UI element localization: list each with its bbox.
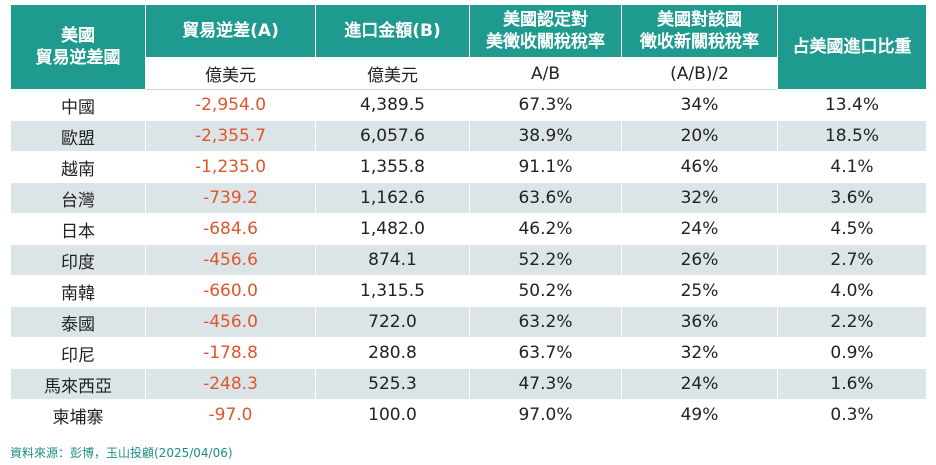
header-tariff-us-line1: 美國認定對 — [503, 10, 588, 30]
subheader-tariff-new-formula: (A/B)/2 — [621, 57, 778, 90]
cell-tariff-us: 67.3% — [469, 89, 622, 121]
cell-deficit: -684.6 — [145, 213, 316, 245]
cell-deficit: -2,355.7 — [145, 120, 316, 152]
cell-country: 台灣 — [10, 182, 146, 214]
table-body: 中國 -2,954.0 4,389.5 67.3% 34% 13.4% 歐盟 -2,355.7… — [10, 89, 927, 431]
cell-imports: 6,057.6 — [315, 120, 470, 152]
subheader-row: 億美元 億美元 A/B (A/B)/2 — [11, 57, 927, 90]
header-share: 占美國進口比重 — [777, 4, 927, 90]
tariff-table: 美國 貿易逆差國 貿易逆差(A) 進口金額(B) 美國認定對 美徵收關稅稅率 美… — [10, 4, 927, 431]
cell-country: 泰國 — [10, 306, 146, 338]
cell-deficit: -178.8 — [145, 337, 316, 369]
cell-deficit: -660.0 — [145, 275, 316, 307]
table-row: 馬來西亞 -248.3 525.3 47.3% 24% 1.6% — [10, 368, 927, 400]
cell-tariff-us: 50.2% — [469, 275, 622, 307]
cell-country: 馬來西亞 — [10, 368, 146, 400]
cell-tariff-new: 36% — [621, 306, 778, 338]
cell-imports: 1,162.6 — [315, 182, 470, 214]
cell-deficit: -2,954.0 — [145, 89, 316, 121]
cell-deficit: -456.0 — [145, 306, 316, 338]
cell-country: 中國 — [10, 89, 146, 121]
header-tariff-new: 美國對該國 徵收新關稅稅率 — [621, 4, 778, 58]
cell-imports: 525.3 — [315, 368, 470, 400]
cell-imports: 280.8 — [315, 337, 470, 369]
cell-imports: 1,315.5 — [315, 275, 470, 307]
cell-imports: 722.0 — [315, 306, 470, 338]
cell-country: 南韓 — [10, 275, 146, 307]
cell-share: 0.3% — [777, 399, 927, 431]
cell-tariff-new: 32% — [621, 337, 778, 369]
cell-share: 13.4% — [777, 89, 927, 121]
cell-tariff-new: 34% — [621, 89, 778, 121]
table-row: 柬埔寨 -97.0 100.0 97.0% 49% 0.3% — [10, 399, 927, 431]
cell-share: 0.9% — [777, 337, 927, 369]
cell-country: 日本 — [10, 213, 146, 245]
cell-country: 印度 — [10, 244, 146, 276]
header-row: 美國 貿易逆差國 貿易逆差(A) 進口金額(B) 美國認定對 美徵收關稅稅率 美… — [10, 4, 927, 90]
cell-tariff-us: 91.1% — [469, 151, 622, 183]
cell-deficit: -248.3 — [145, 368, 316, 400]
cell-tariff-new: 20% — [621, 120, 778, 152]
header-tariff-us: 美國認定對 美徵收關稅稅率 — [469, 4, 622, 58]
cell-country: 歐盟 — [10, 120, 146, 152]
cell-share: 4.0% — [777, 275, 927, 307]
header-country-line2: 貿易逆差國 — [35, 48, 121, 68]
header-country-line1: 美國 — [61, 26, 95, 46]
subheader-imports-unit: 億美元 — [315, 57, 470, 90]
cell-imports: 1,355.8 — [315, 151, 470, 183]
cell-tariff-new: 25% — [621, 275, 778, 307]
table-row: 越南 -1,235.0 1,355.8 91.1% 46% 4.1% — [10, 151, 927, 183]
table-row: 日本 -684.6 1,482.0 46.2% 24% 4.5% — [10, 213, 927, 245]
source-note: 資料來源：彭博，玉山投顧(2025/04/06) — [10, 446, 233, 460]
cell-tariff-us: 63.7% — [469, 337, 622, 369]
cell-tariff-us: 52.2% — [469, 244, 622, 276]
cell-share: 3.6% — [777, 182, 927, 214]
cell-tariff-new: 24% — [621, 213, 778, 245]
header-tariff-new-line2: 徵收新關稅稅率 — [640, 32, 759, 52]
cell-share: 18.5% — [777, 120, 927, 152]
table-row: 泰國 -456.0 722.0 63.2% 36% 2.2% — [10, 306, 927, 338]
header-tariff-new-line1: 美國對該國 — [657, 10, 742, 30]
cell-tariff-us: 46.2% — [469, 213, 622, 245]
cell-deficit: -1,235.0 — [145, 151, 316, 183]
cell-share: 2.7% — [777, 244, 927, 276]
cell-country: 印尼 — [10, 337, 146, 369]
table-row: 台灣 -739.2 1,162.6 63.6% 32% 3.6% — [10, 182, 927, 214]
cell-imports: 100.0 — [315, 399, 470, 431]
cell-deficit: -739.2 — [145, 182, 316, 214]
subheader-tariff-us-formula: A/B — [469, 57, 622, 90]
cell-tariff-us: 97.0% — [469, 399, 622, 431]
header-deficit: 貿易逆差(A) — [145, 4, 316, 58]
header-imports: 進口金額(B) — [315, 4, 470, 58]
table-row: 南韓 -660.0 1,315.5 50.2% 25% 4.0% — [10, 275, 927, 307]
cell-tariff-new: 26% — [621, 244, 778, 276]
cell-share: 4.5% — [777, 213, 927, 245]
cell-tariff-new: 46% — [621, 151, 778, 183]
cell-country: 柬埔寨 — [10, 399, 146, 431]
subheader-deficit-unit: 億美元 — [145, 57, 316, 90]
header-tariff-us-line2: 美徵收關稅稅率 — [486, 32, 605, 52]
cell-deficit: -97.0 — [145, 399, 316, 431]
table-row: 中國 -2,954.0 4,389.5 67.3% 34% 13.4% — [10, 89, 927, 121]
cell-tariff-new: 49% — [621, 399, 778, 431]
cell-imports: 1,482.0 — [315, 213, 470, 245]
cell-country: 越南 — [10, 151, 146, 183]
table-row: 印度 -456.6 874.1 52.2% 26% 2.7% — [10, 244, 927, 276]
cell-imports: 4,389.5 — [315, 89, 470, 121]
header-country: 美國 貿易逆差國 — [10, 4, 146, 90]
cell-tariff-new: 32% — [621, 182, 778, 214]
cell-tariff-us: 38.9% — [469, 120, 622, 152]
table-row: 歐盟 -2,355.7 6,057.6 38.9% 20% 18.5% — [10, 120, 927, 152]
cell-imports: 874.1 — [315, 244, 470, 276]
cell-share: 2.2% — [777, 306, 927, 338]
cell-tariff-us: 63.2% — [469, 306, 622, 338]
table-row: 印尼 -178.8 280.8 63.7% 32% 0.9% — [10, 337, 927, 369]
cell-share: 4.1% — [777, 151, 927, 183]
cell-tariff-us: 47.3% — [469, 368, 622, 400]
cell-tariff-new: 24% — [621, 368, 778, 400]
cell-share: 1.6% — [777, 368, 927, 400]
cell-deficit: -456.6 — [145, 244, 316, 276]
cell-tariff-us: 63.6% — [469, 182, 622, 214]
